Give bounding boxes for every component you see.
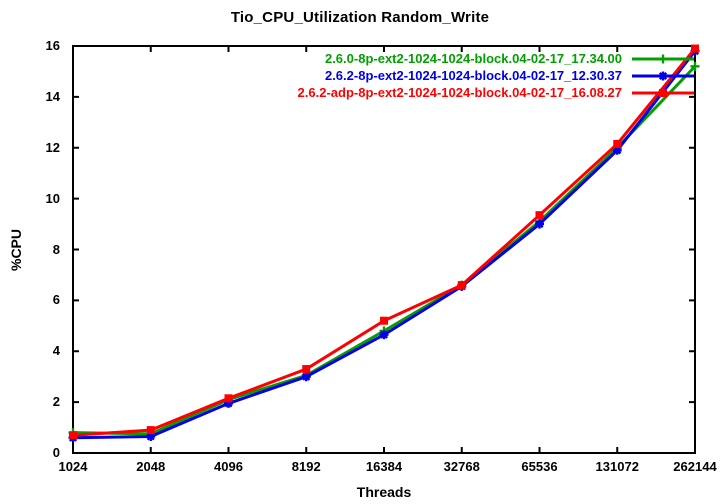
marker-asterisk bbox=[535, 219, 544, 229]
marker-plus bbox=[690, 61, 700, 71]
x-tick-label: 16384 bbox=[365, 459, 403, 474]
y-tick-label: 16 bbox=[45, 38, 60, 53]
marker-filled-square bbox=[691, 44, 699, 53]
y-tick-label: 10 bbox=[45, 190, 60, 206]
series-line bbox=[72, 50, 697, 440]
legend: 2.6.0-8p-ext2-1024-1024-block.04-02-17_1… bbox=[298, 50, 695, 101]
y-tick-label: 8 bbox=[52, 241, 60, 257]
x-tick-label: 8192 bbox=[291, 459, 321, 474]
legend-entry: 2.6.0-8p-ext2-1024-1024-block.04-02-17_1… bbox=[298, 50, 695, 67]
y-tick-label: 12 bbox=[45, 139, 60, 155]
x-tick-label: 2048 bbox=[136, 459, 166, 474]
x-tick-label: 131072 bbox=[595, 459, 639, 474]
marker-filled-square bbox=[613, 139, 622, 148]
x-tick-label: 1024 bbox=[58, 459, 88, 474]
x-axis-label: Threads bbox=[356, 484, 412, 500]
y-tick-label: 0 bbox=[52, 445, 60, 460]
marker-asterisk bbox=[612, 145, 622, 155]
legend-sample-line bbox=[632, 54, 694, 63]
x-tick-label: 262144 bbox=[673, 459, 717, 474]
marker-filled-square bbox=[302, 365, 311, 374]
marker-asterisk bbox=[224, 398, 233, 408]
series-1 bbox=[68, 46, 700, 443]
plot-border bbox=[72, 45, 696, 454]
x-tick-label: 65536 bbox=[521, 459, 558, 474]
marker-asterisk bbox=[301, 372, 311, 382]
legend-label: 2.6.0-8p-ext2-1024-1024-block.04-02-17_1… bbox=[324, 51, 622, 66]
series-2 bbox=[69, 44, 699, 440]
x-tick-label: 4096 bbox=[214, 459, 243, 474]
marker-asterisk bbox=[658, 71, 668, 80]
x-tick-label: 32768 bbox=[443, 459, 480, 474]
series-line bbox=[72, 47, 697, 437]
y-tick-label: 4 bbox=[52, 343, 60, 359]
marker-filled-square bbox=[535, 211, 544, 220]
marker-filled-square bbox=[659, 88, 667, 97]
marker-filled-square bbox=[380, 316, 388, 325]
marker-asterisk bbox=[379, 330, 389, 340]
marker-filled-square bbox=[224, 394, 233, 403]
legend-label: 2.6.2-8p-ext2-1024-1024-block.04-02-17_1… bbox=[324, 68, 622, 83]
legend-entry: 2.6.2-adp-8p-ext2-1024-1024-block.04-02-… bbox=[298, 84, 695, 101]
marker-asterisk bbox=[146, 431, 156, 441]
legend-sample-line bbox=[632, 88, 694, 97]
marker-filled-square bbox=[146, 426, 155, 435]
marker-plus bbox=[658, 54, 668, 63]
marker-filled-square bbox=[69, 431, 77, 440]
y-tick-label: 14 bbox=[45, 88, 60, 104]
series-0 bbox=[68, 61, 700, 439]
y-tick-label: 6 bbox=[52, 292, 60, 308]
marker-filled-square bbox=[457, 281, 466, 290]
chart-title: Tio_CPU_Utilization Random_Write bbox=[230, 9, 490, 26]
y-tick-label: 2 bbox=[52, 394, 60, 410]
legend-sample-line bbox=[632, 71, 694, 80]
series-line bbox=[72, 65, 697, 436]
legend-label: 2.6.2-adp-8p-ext2-1024-1024-block.04-02-… bbox=[297, 85, 622, 100]
legend-entry: 2.6.2-8p-ext2-1024-1024-block.04-02-17_1… bbox=[298, 67, 695, 84]
